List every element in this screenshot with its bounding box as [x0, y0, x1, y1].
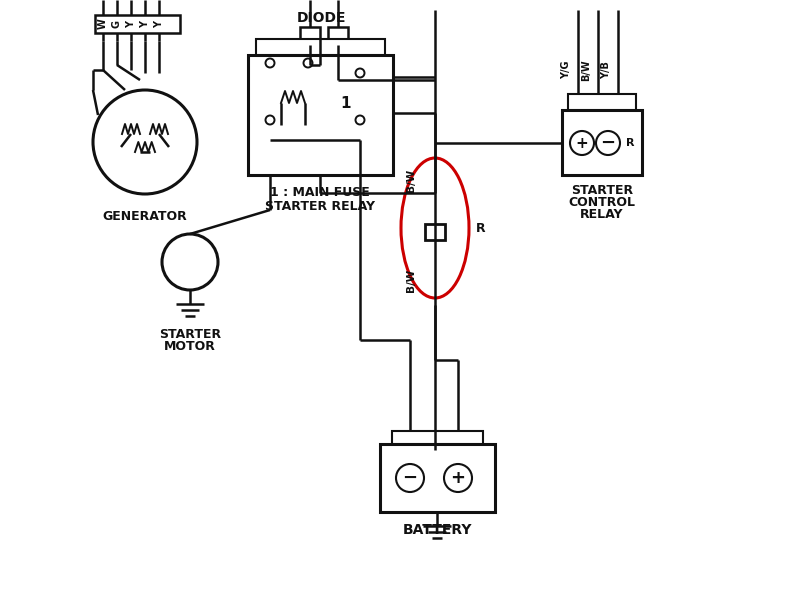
Text: +: + [576, 136, 588, 151]
Circle shape [570, 131, 594, 155]
Circle shape [596, 131, 620, 155]
Bar [300, 27, 320, 45]
Text: STARTER: STARTER [159, 328, 221, 340]
Text: CONTROL: CONTROL [569, 196, 635, 209]
Text: B/W: B/W [406, 169, 416, 191]
Circle shape [355, 68, 365, 77]
Bar [256, 39, 385, 55]
Circle shape [303, 58, 313, 67]
Bar [568, 94, 636, 110]
Text: Y: Y [126, 20, 136, 28]
Text: MOTOR: MOTOR [164, 340, 216, 353]
Circle shape [162, 234, 218, 290]
Bar [562, 110, 642, 175]
Circle shape [266, 58, 274, 67]
Text: Y/B: Y/B [601, 61, 611, 79]
Text: −: − [402, 469, 418, 487]
Text: GENERATOR: GENERATOR [102, 211, 187, 223]
Circle shape [93, 90, 197, 194]
Bar [328, 27, 348, 45]
Text: DIODE: DIODE [298, 11, 346, 25]
Text: R: R [476, 221, 486, 235]
Text: B/W: B/W [406, 268, 416, 292]
Text: −: − [601, 134, 615, 152]
Circle shape [266, 115, 274, 124]
Text: R: R [626, 138, 634, 148]
Bar [248, 55, 393, 175]
Bar [95, 15, 180, 33]
Text: 1: 1 [341, 95, 351, 110]
Text: RELAY: RELAY [580, 208, 624, 221]
Text: W: W [98, 19, 108, 29]
Text: Y: Y [154, 20, 164, 28]
Text: STARTER: STARTER [571, 185, 633, 197]
Circle shape [355, 115, 365, 124]
Bar [380, 444, 495, 512]
Bar [425, 224, 445, 240]
Text: BATTERY: BATTERY [402, 523, 472, 537]
Text: G: G [112, 20, 122, 28]
Circle shape [396, 464, 424, 492]
Text: STARTER RELAY: STARTER RELAY [265, 200, 375, 214]
Text: Y: Y [140, 20, 150, 28]
Text: 1 : MAIN FUSE: 1 : MAIN FUSE [270, 187, 370, 199]
Bar [392, 431, 483, 444]
Text: Y/G: Y/G [561, 61, 571, 79]
Text: +: + [450, 469, 466, 487]
Text: B/W: B/W [581, 59, 591, 81]
Circle shape [444, 464, 472, 492]
